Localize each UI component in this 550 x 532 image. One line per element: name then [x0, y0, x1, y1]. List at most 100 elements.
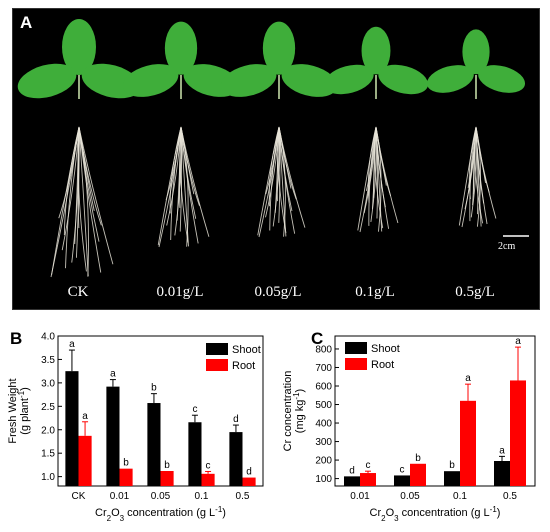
legend-label: Root — [232, 360, 255, 372]
y-tick-label: 200 — [315, 456, 332, 467]
significance-letter: d — [246, 467, 252, 478]
y-tick-label: 500 — [315, 400, 332, 411]
bar-shoot-1 — [106, 386, 120, 486]
bar-root-0 — [78, 435, 92, 486]
seedling-2 — [122, 21, 240, 248]
root-system — [458, 126, 497, 228]
bar-root-3 — [510, 380, 526, 486]
legend: Shoot Root — [206, 343, 261, 372]
significance-letter: d — [349, 465, 355, 476]
leaf-icon — [17, 63, 77, 99]
y-tick-label: 400 — [315, 419, 332, 430]
bar-shoot-0 — [65, 371, 79, 486]
y-tick-label: 300 — [315, 437, 332, 448]
leaf-icon — [426, 65, 474, 93]
plot-frame — [334, 335, 536, 487]
significance-letter: b — [415, 453, 421, 464]
panel-label: C — [311, 329, 323, 348]
x-tick-label: 0.5 — [236, 491, 250, 502]
bar-shoot-0 — [344, 476, 360, 486]
bar-shoot-2 — [147, 403, 161, 486]
bar-root-2 — [460, 400, 476, 486]
bar-shoot-3 — [188, 422, 202, 486]
root-system — [357, 126, 399, 233]
leaf-icon — [478, 65, 526, 93]
root-system — [257, 126, 306, 238]
significance-letter: a — [499, 445, 505, 456]
significance-letter: c — [192, 404, 197, 415]
legend: Shoot Root — [345, 342, 400, 371]
y-tick-label: 4.0 — [41, 332, 55, 343]
treatment-label-ck: CK — [67, 284, 89, 300]
significance-letter: c — [206, 460, 211, 471]
seedling-5 — [426, 29, 526, 228]
leaf-icon — [462, 29, 490, 75]
x-tick-label: 0.01 — [110, 491, 130, 502]
leaf-icon — [281, 64, 338, 97]
legend-label: Shoot — [232, 344, 261, 356]
significance-letter: d — [233, 414, 239, 425]
significance-letter: a — [515, 336, 521, 347]
bar-root-4 — [242, 477, 256, 486]
bar-shoot-4 — [229, 432, 243, 486]
significance-letter: a — [82, 411, 88, 422]
bar-root-1 — [410, 463, 426, 486]
bar-shoot-3 — [494, 461, 510, 486]
x-tick-label: 0.5 — [503, 491, 517, 502]
panel-label-a: A — [20, 13, 33, 32]
y-axis-unit: (g plant-1) — [17, 387, 32, 435]
leaf-icon — [262, 21, 296, 75]
x-tick-label: CK — [72, 491, 86, 502]
x-tick-label: 0.1 — [195, 491, 209, 502]
y-tick-label: 100 — [315, 474, 332, 485]
significance-letter: b — [151, 383, 157, 394]
legend-label: Root — [371, 359, 394, 371]
significance-letter: c — [366, 460, 371, 471]
x-axis-label: Cr2O3 concentration (g L-1) — [95, 505, 226, 523]
treatment-label-05: 0.5g/L — [455, 284, 495, 300]
significance-letter: b — [164, 460, 170, 471]
chart-fresh-weight: B 1.0 1.5 2.0 2.5 3.0 3.5 4.0 CK a a 0.01 a b 0.05 b b 0.… — [7, 329, 264, 523]
treatment-label-001: 0.01g/L — [156, 284, 204, 300]
legend-swatch — [206, 343, 228, 355]
leaf-icon — [62, 19, 96, 75]
y-axis-label: Cr concentration — [282, 371, 294, 452]
significance-letter: a — [465, 373, 471, 384]
significance-letter: b — [123, 458, 129, 469]
panel-label: B — [10, 329, 22, 348]
root-system — [50, 126, 114, 278]
treatment-label-01: 0.1g/L — [355, 284, 395, 300]
significance-letter: b — [449, 460, 455, 471]
y-tick-label: 3.0 — [41, 378, 55, 389]
y-tick-label: 3.5 — [41, 355, 55, 366]
legend-swatch — [345, 358, 367, 370]
bar-root-1 — [119, 468, 133, 486]
significance-letter: c — [400, 464, 405, 475]
leaf-icon — [378, 64, 429, 95]
seedling-1 — [17, 19, 141, 278]
x-tick-label: 0.1 — [453, 491, 467, 502]
bar-shoot-2 — [444, 471, 460, 486]
y-tick-label: 600 — [315, 382, 332, 393]
y-tick-label: 2.0 — [41, 425, 55, 436]
y-tick-label: 2.5 — [41, 402, 55, 413]
y-tick-label: 1.0 — [41, 472, 55, 483]
legend-label: Shoot — [371, 343, 400, 355]
leaf-icon — [164, 21, 198, 75]
plant-illustration — [17, 19, 529, 278]
scale-bar-label: 2cm — [498, 241, 516, 252]
x-tick-label: 0.05 — [400, 491, 420, 502]
bar-root-2 — [160, 471, 174, 486]
root-system — [157, 126, 210, 248]
y-tick-label: 1.5 — [41, 449, 55, 460]
y-axis-unit: (mg kg-1) — [292, 389, 307, 433]
leaf-icon — [361, 26, 391, 75]
leaf-icon — [122, 64, 179, 97]
seedling-4 — [323, 26, 429, 233]
significance-letter: a — [69, 339, 75, 350]
y-axis-label: Fresh Weight — [7, 378, 19, 443]
treatment-label-005: 0.05g/L — [254, 284, 302, 300]
leaf-icon — [220, 64, 277, 97]
significance-letter: a — [110, 369, 116, 380]
